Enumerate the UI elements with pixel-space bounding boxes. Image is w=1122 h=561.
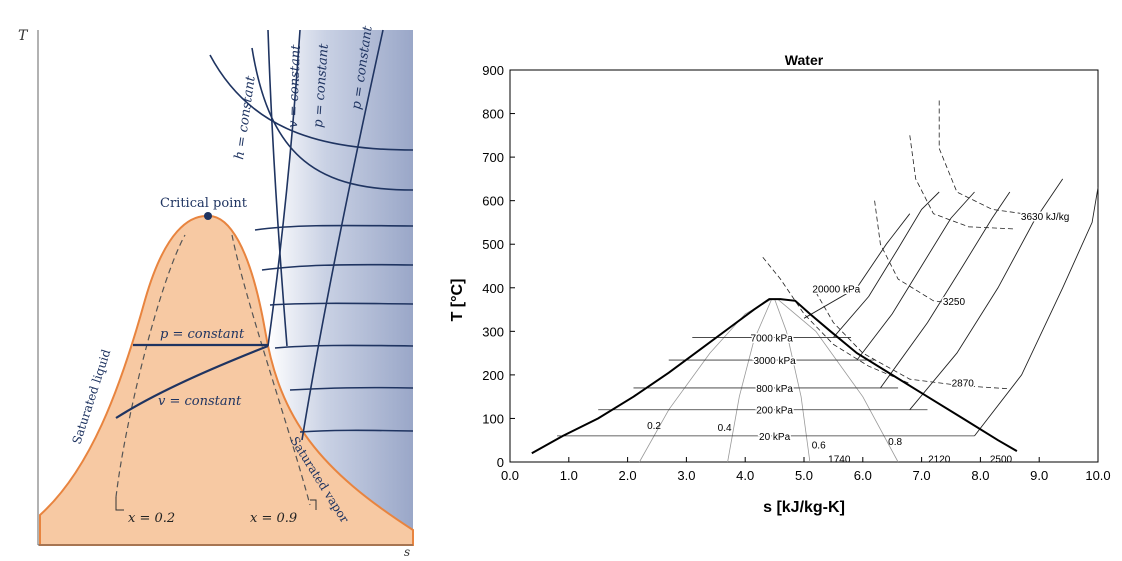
y-tick-label: 400	[482, 281, 504, 296]
water-ts-chart: Water T [°C] s [kJ/kg-K] 0.0 1.0 2.0 3.0 4.0…	[440, 0, 1122, 557]
superheated-isobar-0	[909, 178, 1064, 410]
enthalpy-label-2: 3630 kJ/kg	[1021, 212, 1069, 223]
plot-area: 0.0 1.0 2.0 3.0 4.0 5.0 6.0 7.0 8.0 9.0 10.0 0 100 20…	[482, 63, 1110, 483]
x-high-label: x = 0.9	[250, 511, 297, 526]
superheated-isobar-4	[803, 213, 911, 319]
x-tick-label: 2.0	[619, 468, 637, 483]
chart-ylabel: T [°C]	[449, 279, 466, 322]
p-constant-top1-label: p = constant	[311, 42, 332, 128]
x-tick-label: 10.0	[1085, 468, 1110, 483]
saturation-dome-line	[531, 298, 1018, 455]
isobar-label-3: 3000 kPa	[753, 356, 796, 367]
x-tick-label: 8.0	[971, 468, 989, 483]
isobar-label-1: 200 kPa	[756, 406, 793, 417]
v-constant-top-label: v = constant	[286, 44, 304, 128]
isobar-label-2: 800 kPa	[756, 384, 793, 395]
isenthalp-1	[874, 200, 952, 304]
isobar-steep-1	[267, 29, 301, 347]
isenthalp-4	[261, 263, 414, 271]
schematic-ts-diagram: T s Critical point h = constant v = cons…	[0, 0, 430, 559]
x-axis-label: s	[404, 545, 410, 557]
x-tick-label: 9.0	[1030, 468, 1048, 483]
y-tick-label: 300	[482, 324, 504, 339]
x-low-label: x = 0.2	[128, 511, 175, 526]
quality-label-0: 0.2	[647, 421, 661, 432]
critical-point-marker	[204, 212, 212, 220]
h-constant-label: h = constant	[232, 74, 259, 160]
chart-title: Water	[785, 52, 824, 68]
isenthalp-4	[909, 135, 1016, 230]
x-tick-label: 7.0	[913, 468, 931, 483]
x-tick-label: 0.0	[501, 468, 519, 483]
chart-svg: Water T [°C] s [kJ/kg-K] 0.0 1.0 2.0 3.0 4.0…	[449, 52, 1111, 516]
isochore-steep-1	[267, 29, 288, 347]
saturation-dome	[39, 214, 414, 546]
y-tick-label: 500	[482, 237, 504, 252]
isenthalp-1	[209, 54, 414, 151]
quality-line-1	[727, 298, 773, 463]
y-tick-label: 100	[482, 411, 504, 426]
y-tick-label: 800	[482, 107, 504, 122]
isenthalp-3	[762, 257, 910, 384]
x-tick-label: 1.0	[560, 468, 578, 483]
entropy-label-2: 2500	[990, 455, 1013, 466]
isenthalp-2	[938, 100, 1040, 217]
isobar-label-5: 20000 kPa	[812, 285, 860, 296]
x-tick-label: 3.0	[677, 468, 695, 483]
y-tick-label: 900	[482, 63, 504, 78]
entropy-label-1: 2120	[928, 455, 951, 466]
quality-label-3: 0.8	[888, 437, 902, 448]
isenthalp-8	[299, 429, 414, 433]
enthalpy-label-0: 2870	[952, 379, 975, 390]
superheated-region	[268, 30, 413, 545]
x-marker-low	[115, 497, 124, 511]
y-axis-label: T	[18, 28, 29, 44]
enthalpy-label-1: 3250	[943, 297, 966, 308]
superheated-isobar-1	[880, 191, 1011, 389]
superheated-isobar-5	[974, 187, 1099, 437]
isobar-label-4: 7000 kPa	[751, 333, 794, 344]
quality-label-1: 0.4	[718, 423, 732, 434]
quality-line-3	[777, 298, 899, 463]
isenthalp-3	[254, 224, 414, 231]
superheated-isobar-3	[833, 191, 940, 338]
x-marker-high	[310, 499, 317, 510]
y-tick-label: 200	[482, 368, 504, 383]
superheated-isobar-2	[856, 191, 975, 361]
chart-xlabel: s [kJ/kg-K]	[763, 499, 845, 516]
quality-line-0	[639, 298, 772, 463]
isenthalp-0	[815, 291, 1010, 390]
isenthalp-5	[269, 302, 414, 306]
critical-point-label: Critical point	[160, 196, 248, 211]
isochore-two-phase	[115, 344, 269, 419]
v-constant-mid-label: v = constant	[158, 394, 242, 409]
x-tick-label: 5.0	[795, 468, 813, 483]
isenthalp-7	[289, 386, 414, 391]
quality-line-2	[774, 298, 811, 463]
isobar-steep-2	[301, 29, 384, 441]
y-tick-label: 700	[482, 150, 504, 165]
y-tick-label: 0	[497, 455, 504, 470]
y-tick-label: 600	[482, 194, 504, 209]
quality-line-0.2	[115, 234, 186, 498]
entropy-label-0: 1740	[828, 455, 851, 466]
quality-label-2: 0.6	[812, 441, 826, 452]
schematic-svg: T s Critical point h = constant v = cons…	[18, 24, 414, 559]
p-constant-mid-label: p = constant	[160, 327, 245, 342]
isobar-label-0: 20 kPa	[759, 432, 791, 443]
isenthalp-6	[274, 344, 414, 349]
isenthalp-2	[251, 47, 414, 191]
x-tick-label: 6.0	[854, 468, 872, 483]
x-tick-label: 4.0	[736, 468, 754, 483]
